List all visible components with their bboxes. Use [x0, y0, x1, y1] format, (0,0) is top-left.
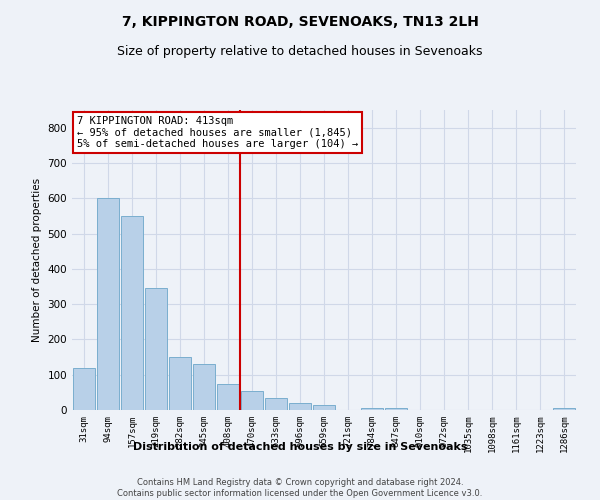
- Bar: [361, 408, 383, 410]
- Bar: [313, 404, 335, 410]
- Bar: [217, 384, 239, 410]
- Text: 7 KIPPINGTON ROAD: 413sqm
← 95% of detached houses are smaller (1,845)
5% of sem: 7 KIPPINGTON ROAD: 413sqm ← 95% of detac…: [77, 116, 358, 149]
- Bar: [265, 398, 287, 410]
- Text: 7, KIPPINGTON ROAD, SEVENOAKS, TN13 2LH: 7, KIPPINGTON ROAD, SEVENOAKS, TN13 2LH: [122, 15, 478, 29]
- Bar: [145, 288, 167, 410]
- Bar: [193, 364, 215, 410]
- Bar: [121, 216, 143, 410]
- Bar: [73, 368, 95, 410]
- Bar: [169, 357, 191, 410]
- Text: Distribution of detached houses by size in Sevenoaks: Distribution of detached houses by size …: [133, 442, 467, 452]
- Bar: [241, 390, 263, 410]
- Bar: [553, 408, 575, 410]
- Bar: [385, 408, 407, 410]
- Bar: [97, 198, 119, 410]
- Text: Size of property relative to detached houses in Sevenoaks: Size of property relative to detached ho…: [117, 45, 483, 58]
- Y-axis label: Number of detached properties: Number of detached properties: [32, 178, 42, 342]
- Text: Contains HM Land Registry data © Crown copyright and database right 2024.
Contai: Contains HM Land Registry data © Crown c…: [118, 478, 482, 498]
- Bar: [289, 403, 311, 410]
